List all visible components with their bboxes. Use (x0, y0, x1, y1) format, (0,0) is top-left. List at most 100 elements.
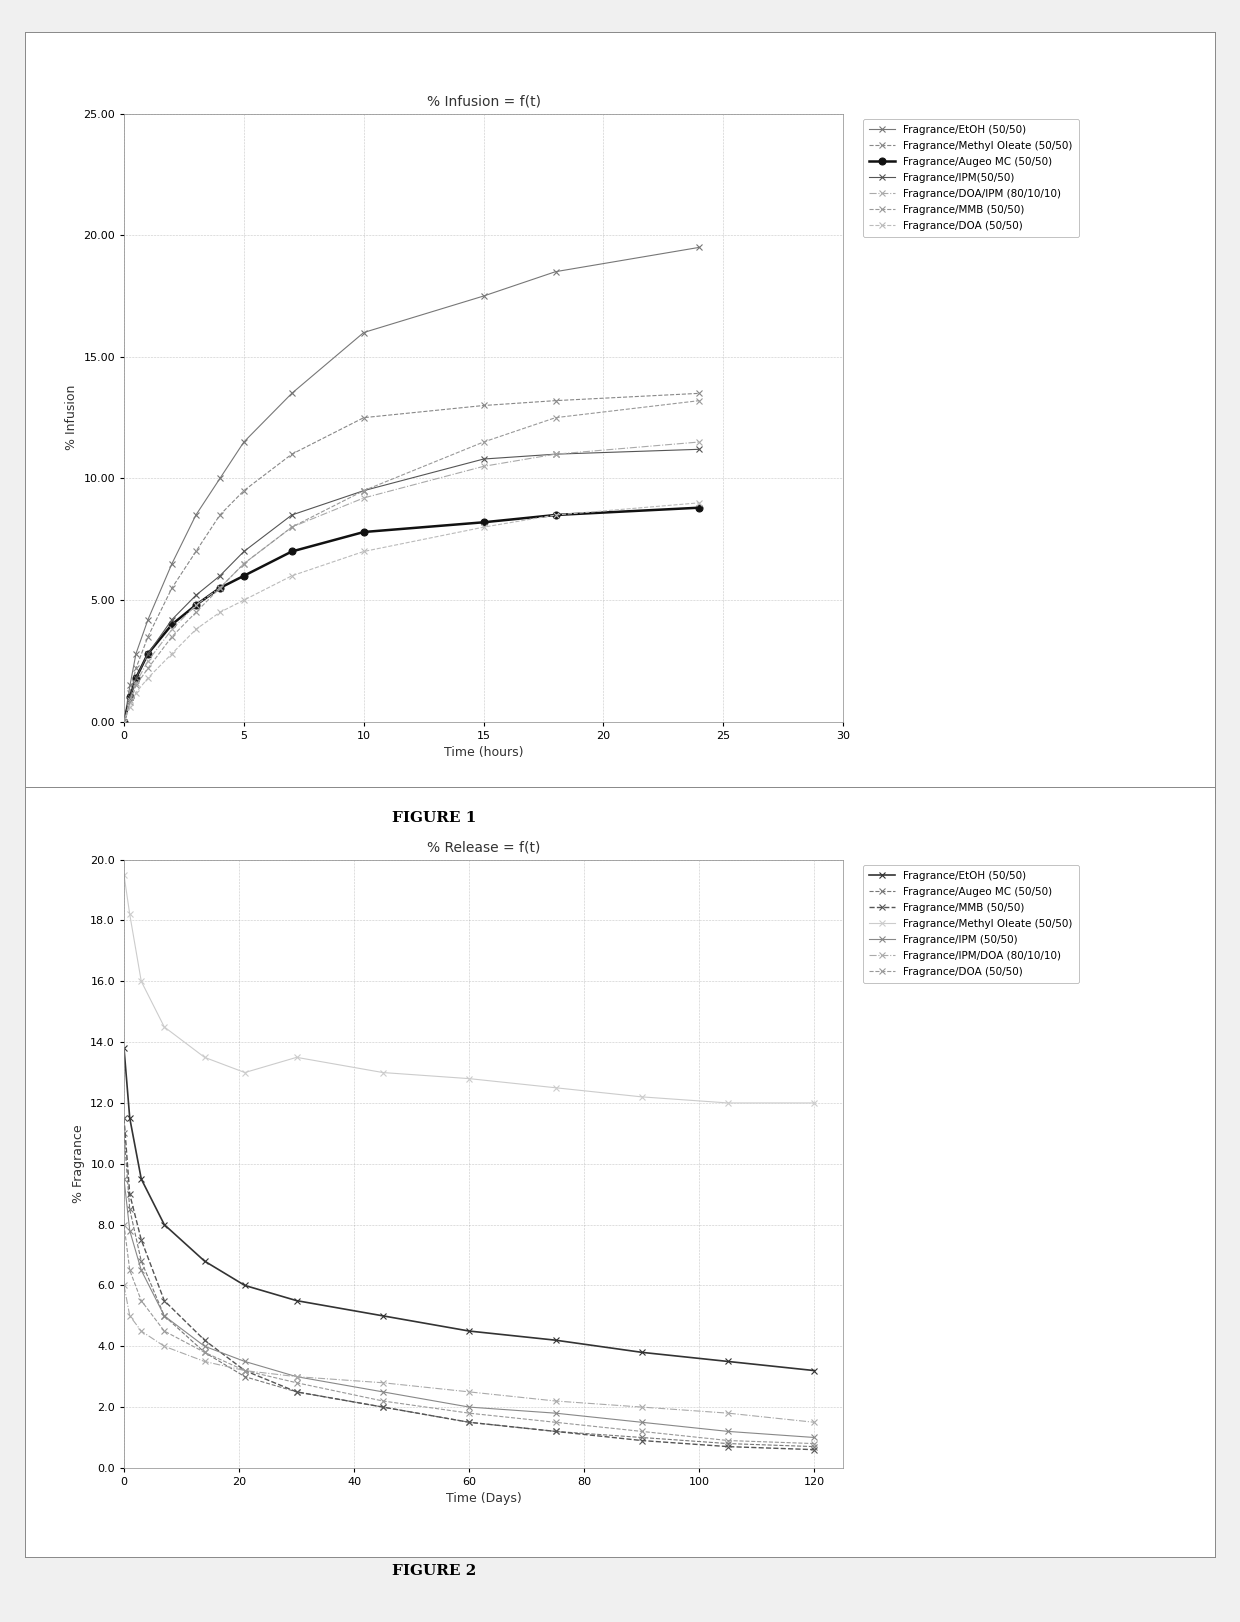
Fragrance/Augeo MC (50/50) (134, 1252, 149, 1272)
Fragrance/DOA (50/50) (376, 1392, 391, 1411)
Fragrance/IPM/DOA (80/10/10) (156, 1337, 171, 1356)
Fragrance/DOA (50/50) (284, 566, 299, 586)
Fragrance/DOA (50/50) (197, 1343, 212, 1362)
Fragrance/Methyl Oleate (50/50) (635, 1087, 650, 1106)
Fragrance/Augeo MC (50/50) (197, 1343, 212, 1362)
Fragrance/Augeo MC (50/50) (237, 566, 252, 586)
Fragrance/IPM (50/50) (289, 1367, 304, 1387)
Fragrance/MMB (50/50) (197, 1330, 212, 1350)
Fragrance/DOA/IPM (80/10/10) (692, 431, 707, 451)
Fragrance/MMB (50/50) (237, 555, 252, 574)
Fragrance/DOA/IPM (80/10/10) (356, 488, 371, 508)
Fragrance/IPM(50/50) (117, 712, 131, 732)
Fragrance/EtOH (50/50) (476, 285, 491, 305)
Line: Fragrance/MMB (50/50): Fragrance/MMB (50/50) (122, 1116, 817, 1452)
Fragrance/Augeo MC (50/50) (807, 1437, 822, 1457)
Fragrance/Methyl Oleate (50/50) (117, 712, 131, 732)
Fragrance/EtOH (50/50) (807, 1361, 822, 1380)
Fragrance/EtOH (50/50) (123, 1108, 138, 1127)
Fragrance/IPM/DOA (80/10/10) (123, 1306, 138, 1325)
Fragrance/MMB (50/50) (212, 577, 227, 597)
Fragrance/Methyl Oleate (50/50) (197, 1048, 212, 1067)
Fragrance/DOA/IPM (80/10/10) (284, 517, 299, 537)
Fragrance/Methyl Oleate (50/50) (376, 1062, 391, 1082)
Fragrance/DOA (50/50) (461, 1403, 476, 1422)
Fragrance/IPM (50/50) (461, 1397, 476, 1418)
Fragrance/EtOH (50/50) (548, 1330, 563, 1350)
Fragrance/Augeo MC (50/50) (129, 668, 144, 688)
Fragrance/Augeo MC (50/50) (548, 504, 563, 524)
Fragrance/IPM/DOA (80/10/10) (237, 1361, 252, 1380)
Fragrance/MMB (50/50) (356, 480, 371, 500)
Fragrance/MMB (50/50) (123, 1184, 138, 1204)
Fragrance/DOA (50/50) (476, 517, 491, 537)
Fragrance/Methyl Oleate (50/50) (156, 1017, 171, 1036)
Fragrance/Methyl Oleate (50/50) (117, 865, 131, 884)
Fragrance/IPM (50/50) (197, 1337, 212, 1356)
Legend: Fragrance/EtOH (50/50), Fragrance/Methyl Oleate (50/50), Fragrance/Augeo MC (50/: Fragrance/EtOH (50/50), Fragrance/Methyl… (863, 118, 1079, 237)
Fragrance/IPM(50/50) (356, 480, 371, 500)
Fragrance/EtOH (50/50) (461, 1322, 476, 1341)
Fragrance/MMB (50/50) (117, 712, 131, 732)
Fragrance/Methyl Oleate (50/50) (212, 504, 227, 524)
Fragrance/Methyl Oleate (50/50) (123, 683, 138, 702)
Fragrance/IPM/DOA (80/10/10) (376, 1372, 391, 1392)
Fragrance/Augeo MC (50/50) (548, 1421, 563, 1442)
Fragrance/DOA (50/50) (548, 1413, 563, 1432)
Fragrance/DOA (50/50) (117, 1215, 131, 1234)
Fragrance/MMB (50/50) (117, 1108, 131, 1127)
Fragrance/DOA (50/50) (807, 1434, 822, 1453)
Fragrance/DOA (50/50) (117, 712, 131, 732)
Fragrance/DOA (50/50) (237, 590, 252, 610)
Fragrance/EtOH (50/50) (212, 469, 227, 488)
Fragrance/EtOH (50/50) (117, 1038, 131, 1058)
Line: Fragrance/EtOH (50/50): Fragrance/EtOH (50/50) (122, 245, 702, 725)
Fragrance/DOA/IPM (80/10/10) (237, 555, 252, 574)
Fragrance/Augeo MC (50/50) (692, 498, 707, 517)
Fragrance/IPM(50/50) (165, 610, 180, 629)
X-axis label: Time (hours): Time (hours) (444, 746, 523, 759)
Fragrance/MMB (50/50) (123, 693, 138, 712)
Fragrance/DOA/IPM (80/10/10) (212, 577, 227, 597)
Fragrance/IPM (50/50) (548, 1403, 563, 1422)
Fragrance/DOA (50/50) (140, 668, 155, 688)
Y-axis label: % Fragrance: % Fragrance (72, 1124, 84, 1204)
Fragrance/MMB (50/50) (461, 1413, 476, 1432)
Fragrance/Augeo MC (50/50) (635, 1427, 650, 1447)
Fragrance/Methyl Oleate (50/50) (129, 659, 144, 678)
Line: Fragrance/DOA/IPM (80/10/10): Fragrance/DOA/IPM (80/10/10) (122, 440, 702, 725)
Fragrance/Augeo MC (50/50) (376, 1397, 391, 1418)
Fragrance/MMB (50/50) (635, 1431, 650, 1450)
Fragrance/DOA (50/50) (165, 644, 180, 663)
Fragrance/EtOH (50/50) (140, 610, 155, 629)
Fragrance/EtOH (50/50) (635, 1343, 650, 1362)
Fragrance/DOA (50/50) (635, 1421, 650, 1442)
Fragrance/Methyl Oleate (50/50) (476, 396, 491, 415)
Fragrance/MMB (50/50) (548, 1421, 563, 1442)
Fragrance/DOA (50/50) (548, 504, 563, 524)
Fragrance/MMB (50/50) (284, 517, 299, 537)
Fragrance/IPM(50/50) (123, 688, 138, 707)
Fragrance/DOA/IPM (80/10/10) (129, 673, 144, 693)
Title: % Release = f(t): % Release = f(t) (427, 840, 541, 855)
Fragrance/DOA (50/50) (134, 1291, 149, 1311)
Title: % Infusion = f(t): % Infusion = f(t) (427, 94, 541, 109)
Line: Fragrance/MMB (50/50): Fragrance/MMB (50/50) (122, 397, 702, 725)
Fragrance/DOA/IPM (80/10/10) (117, 712, 131, 732)
Fragrance/IPM (50/50) (720, 1421, 735, 1442)
Line: Fragrance/IPM (50/50): Fragrance/IPM (50/50) (122, 1176, 817, 1440)
Fragrance/Methyl Oleate (50/50) (548, 391, 563, 410)
Fragrance/DOA/IPM (80/10/10) (140, 650, 155, 672)
Fragrance/Methyl Oleate (50/50) (134, 972, 149, 991)
Fragrance/Methyl Oleate (50/50) (720, 1093, 735, 1113)
Fragrance/IPM (50/50) (807, 1427, 822, 1447)
Fragrance/DOA (50/50) (156, 1322, 171, 1341)
Fragrance/Methyl Oleate (50/50) (807, 1093, 822, 1113)
Fragrance/Augeo MC (50/50) (476, 513, 491, 532)
Fragrance/DOA/IPM (80/10/10) (476, 456, 491, 475)
Fragrance/Methyl Oleate (50/50) (237, 1062, 252, 1082)
Fragrance/IPM (50/50) (635, 1413, 650, 1432)
Text: FIGURE 1: FIGURE 1 (392, 811, 476, 826)
Fragrance/EtOH (50/50) (237, 431, 252, 451)
Fragrance/DOA (50/50) (237, 1361, 252, 1380)
